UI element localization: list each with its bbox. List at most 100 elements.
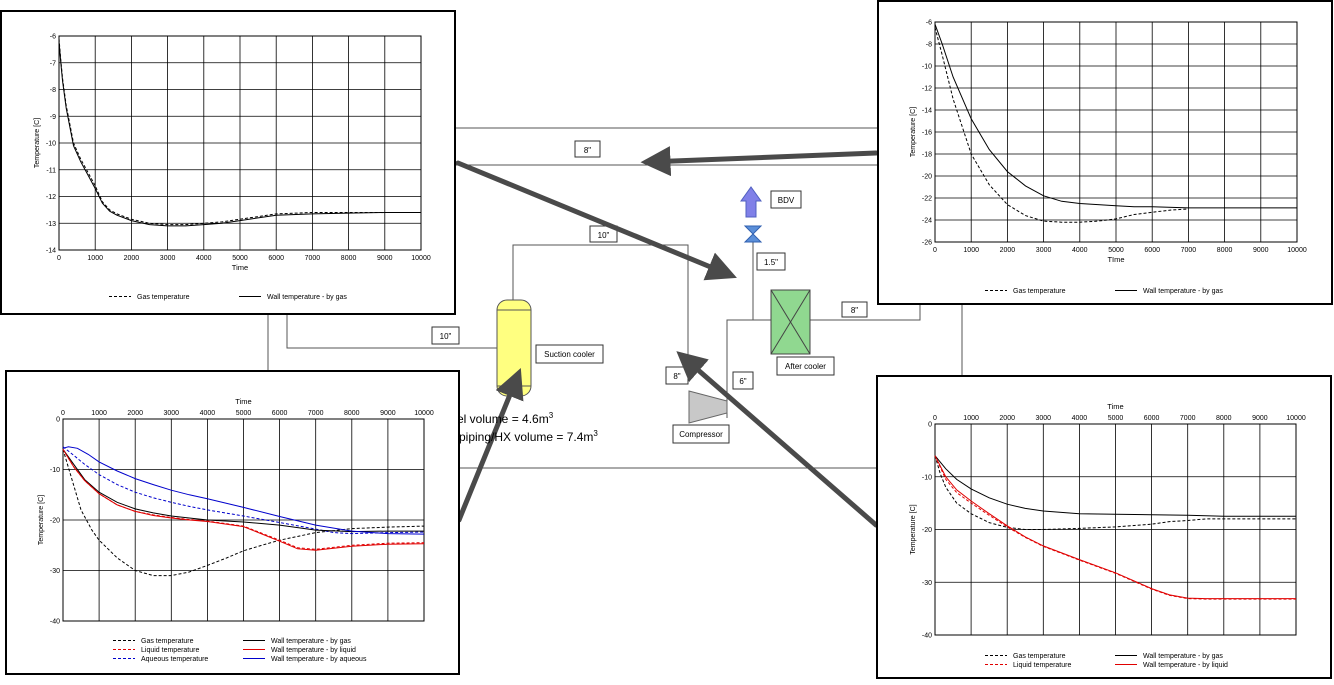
y-tick-label: -40 <box>50 619 60 626</box>
x-tick-label: 3000 <box>164 410 180 417</box>
x-tick-label: 1000 <box>963 415 979 422</box>
bdv-box: BDV <box>770 190 802 209</box>
x-tick-label: 8000 <box>344 410 360 417</box>
pipe-label-left-10-text: 10" <box>440 332 452 341</box>
y-tick-label: -12 <box>46 194 56 201</box>
y-tick-label: -10 <box>46 141 56 148</box>
pipe-label-mid-8: 8" <box>665 366 689 385</box>
legend-label: Liquid temperature <box>1013 662 1071 669</box>
x-tick-label: 10000 <box>411 255 431 262</box>
series-line <box>58 38 421 226</box>
pipe-right-8 <box>810 305 921 321</box>
plot-frame <box>934 21 1298 243</box>
x-tick-label: 4000 <box>1072 247 1088 254</box>
arrow-top-left <box>455 160 737 281</box>
legend-label: Gas temperature <box>137 294 190 301</box>
y-tick-label: -7 <box>50 60 56 67</box>
x-tick-label: 10000 <box>1287 247 1307 254</box>
y-tick-label: -16 <box>922 130 932 137</box>
y-tick-label: -30 <box>922 580 932 587</box>
pipe-label-right-8-text: 8" <box>851 306 858 315</box>
x-axis-label: TIme <box>1107 255 1124 264</box>
series-line <box>934 455 1296 530</box>
plot-frame <box>62 418 425 622</box>
series-line <box>58 41 421 227</box>
x-tick-label: 5000 <box>1108 247 1124 254</box>
pipe-top-10 <box>512 244 689 365</box>
legend-label: Gas temperature <box>1013 288 1066 295</box>
x-tick-label: 7000 <box>1181 247 1197 254</box>
x-tick-label: 8000 <box>1216 415 1232 422</box>
legend-label: Wall temperature - by aqueous <box>271 656 367 663</box>
vessel-volume-text: el volume = 4.6m <box>457 412 549 426</box>
x-tick-label: 8000 <box>341 255 357 262</box>
chart-panel-top-right: 0 1000 2000 3000 4000 5000 6000 7000 8000 9000 100… <box>877 0 1333 305</box>
y-axis-label: Temperature [C] <box>34 118 41 168</box>
x-tick-label: 9000 <box>380 410 396 417</box>
x-tick-label: 1000 <box>963 247 979 254</box>
compressor-icon <box>688 390 728 424</box>
pipe-label-comp-6-text: 6" <box>739 377 746 386</box>
valve-icon <box>743 225 763 243</box>
x-tick-label: 7000 <box>308 410 324 417</box>
x-tick-label: 3000 <box>1036 415 1052 422</box>
x-tick-label: 3000 <box>1036 247 1052 254</box>
pipe-label-bdv-text: 1.5" <box>764 258 778 267</box>
series-line <box>62 449 425 577</box>
pipe-label-top-10-text: 10" <box>598 231 610 240</box>
x-tick-label: 9000 <box>1252 415 1268 422</box>
series-line <box>934 455 1296 517</box>
bdv-arrow-icon <box>740 186 762 218</box>
y-tick-label: -10 <box>50 467 60 474</box>
chart-panel-bottom-right: 0 1000 2000 3000 4000 5000 6000 7000 8000 9000 100… <box>876 375 1332 679</box>
x-tick-label: 9000 <box>1253 247 1269 254</box>
legend-label: Aqueous temperature <box>141 656 208 663</box>
vessel-volume-exp: 3 <box>548 411 554 420</box>
y-tick-label: -26 <box>922 240 932 247</box>
x-tick-label: 8000 <box>1217 247 1233 254</box>
legend-label: Wall temperature - by gas <box>1143 288 1223 295</box>
arrow-top-right <box>640 146 879 177</box>
x-tick-label: 0 <box>933 247 937 254</box>
plot-frame <box>934 423 1297 636</box>
x-tick-label: 6000 <box>272 410 288 417</box>
y-tick-label: -12 <box>922 86 932 93</box>
suction-cooler-label: Suction cooler <box>544 350 595 359</box>
x-axis-label: Time <box>235 397 251 406</box>
legend-label: Wall temperature - by gas <box>267 294 347 301</box>
x-tick-label: 1000 <box>91 410 107 417</box>
y-axis-label: Temperature [C] <box>910 107 917 157</box>
bdv-label: BDV <box>778 196 795 205</box>
legend-label: Liquid temperature <box>141 647 199 654</box>
after-cooler-box: After cooler <box>776 356 835 376</box>
y-tick-label: -9 <box>50 114 56 121</box>
y-tick-label: -6 <box>926 20 932 27</box>
pipe-label-left-10: 10" <box>431 326 460 345</box>
x-axis-label: Time <box>1107 402 1123 411</box>
compressor-box: Compressor <box>672 424 730 444</box>
chart-svg-top-left: 0 1000 2000 3000 4000 5000 6000 7000 8000 9000 100… <box>34 34 431 302</box>
x-tick-label: 2000 <box>124 255 140 262</box>
y-tick-label: -14 <box>922 108 932 115</box>
series-line <box>934 24 1297 209</box>
chart-panel-top-left: 0 1000 2000 3000 4000 5000 6000 7000 8000 9000 100… <box>0 10 456 315</box>
y-tick-label: -13 <box>46 221 56 228</box>
x-tick-label: 7000 <box>1180 415 1196 422</box>
y-tick-label: -8 <box>926 42 932 49</box>
x-tick-label: 0 <box>57 255 61 262</box>
arrow-bottom-right <box>676 351 879 528</box>
series-line <box>62 446 425 535</box>
series-line <box>62 446 425 535</box>
y-axis-label: Temperature [C] <box>910 504 917 554</box>
y-tick-label: -18 <box>922 152 932 159</box>
series-line <box>62 449 424 533</box>
y-tick-label: 0 <box>56 417 60 424</box>
y-tick-label: -30 <box>50 568 60 575</box>
y-tick-label: -14 <box>46 248 56 255</box>
x-tick-label: 6000 <box>1144 247 1160 254</box>
x-tick-label: 5000 <box>236 410 252 417</box>
pipe-label-comp-6: 6" <box>732 371 754 390</box>
x-tick-label: 7000 <box>305 255 321 262</box>
piping-volume-note: l piping/HX volume = 7.4m3 <box>453 429 598 444</box>
